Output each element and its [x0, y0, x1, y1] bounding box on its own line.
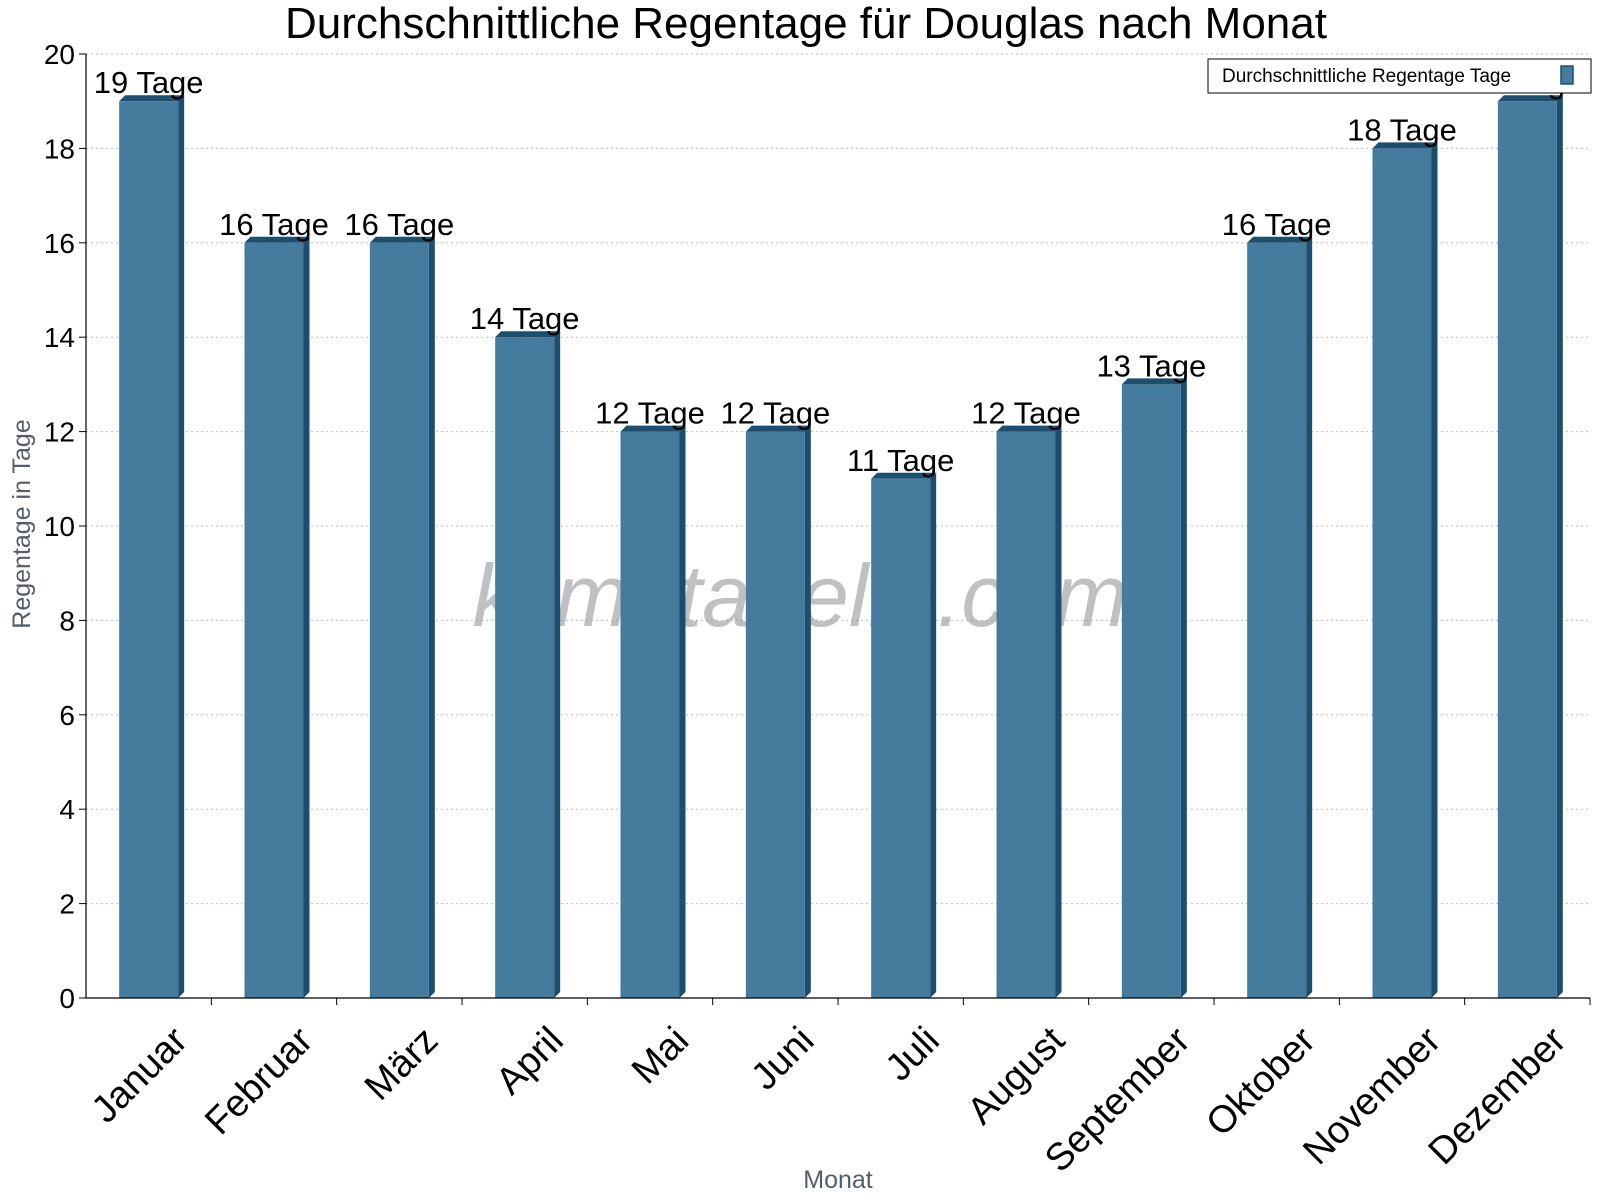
bar-top [1247, 236, 1313, 243]
bar-top [871, 472, 937, 479]
bar-top [620, 425, 686, 432]
bar-side [679, 425, 686, 999]
y-tick-label: 14 [44, 322, 75, 353]
x-tick-label: Dezember [1421, 1019, 1575, 1173]
data-label: 12 Tage [595, 396, 705, 431]
bar-face [244, 242, 304, 999]
category-labels: Januar Februar März April Mai Juni Juli AugustS… [84, 1019, 1575, 1180]
grid-lines [86, 53, 1590, 905]
bar-side [804, 425, 811, 999]
data-label: 16 Tage [219, 207, 329, 242]
bar-top [996, 425, 1062, 432]
chart-title: Durchschnittliche Regentage für Douglas … [285, 0, 1327, 48]
bar-top [119, 95, 185, 102]
bar-side [1556, 95, 1563, 998]
bar-4 [495, 331, 561, 998]
bar-5 [620, 425, 686, 999]
x-tick-label: April [488, 1019, 571, 1102]
bar-2 [244, 236, 310, 999]
bar-9 [1121, 378, 1187, 998]
bar-6 [745, 425, 811, 999]
y-tick-label: 12 [44, 417, 75, 448]
legend-swatch [1560, 65, 1574, 85]
bar-side [178, 95, 185, 998]
data-label: 13 Tage [1096, 348, 1206, 383]
bar-side [1306, 236, 1313, 999]
x-tick-label: März [357, 1019, 446, 1108]
y-tick-label: 10 [44, 511, 75, 542]
bar-side [303, 236, 310, 999]
bar-face [871, 478, 931, 998]
y-tick-label: 6 [59, 700, 75, 731]
bar-7 [871, 472, 937, 998]
y-tick-label: 4 [59, 794, 75, 825]
bar-8 [996, 425, 1062, 999]
y-tick-label: 16 [44, 228, 75, 259]
x-tick-label: Januar [84, 1019, 196, 1131]
bars [119, 95, 1563, 999]
x-tick-label: Oktober [1198, 1019, 1324, 1145]
data-label: 12 Tage [720, 396, 830, 431]
bar-face [369, 242, 429, 999]
bar-top [244, 236, 310, 243]
bar-side [428, 236, 435, 999]
bar-side [1055, 425, 1062, 999]
bar-face [996, 431, 1056, 999]
x-tick-label: Februar [197, 1019, 321, 1143]
bar-top [1372, 142, 1438, 149]
data-label: 12 Tage [971, 396, 1081, 431]
tick-labels: 0 2 4 6 8 10 12 14 16 18 20 [44, 39, 75, 1014]
data-label: 19 Tage [94, 65, 204, 100]
bar-12 [1497, 95, 1563, 998]
legend-box [1207, 58, 1592, 94]
y-tick-label: 18 [44, 133, 75, 164]
data-label: 11 Tage [847, 443, 954, 478]
data-label: 14 Tage [470, 301, 580, 336]
x-tick-label: August [960, 1019, 1074, 1133]
bar-top [1497, 95, 1563, 102]
y-tick-label: 20 [44, 39, 75, 70]
bar-face [620, 431, 680, 999]
x-tick-label: Juli [878, 1019, 948, 1089]
data-label: 16 Tage [1222, 207, 1332, 242]
bar-face [119, 101, 179, 998]
bar-10 [1247, 236, 1313, 999]
data-label: 16 Tage [344, 207, 454, 242]
bar-11 [1372, 142, 1438, 998]
bar-side [554, 331, 561, 998]
bar-face [1121, 384, 1181, 998]
bar-side [1431, 142, 1438, 998]
bar-3 [369, 236, 435, 999]
bar-top [495, 331, 561, 338]
y-tick-label: 8 [59, 605, 75, 636]
bar-face [495, 337, 555, 998]
bar-side [930, 472, 937, 998]
x-tick-label: Mai [624, 1019, 697, 1092]
y-tick-label: 2 [59, 889, 75, 920]
legend: Durchschnittliche Regentage Tage [1207, 58, 1592, 94]
data-labels: 19 Tage 16 Tage 16 Tage 14 Tage 12 Tage 12 Ta… [94, 65, 1582, 478]
legend-label: Durchschnittliche Regentage Tage [1222, 66, 1511, 87]
x-axis-title: Monat [803, 1166, 873, 1194]
y-axis-title: Regentage in Tage [8, 419, 36, 628]
bar-side [1180, 378, 1187, 998]
bar-face [1497, 101, 1557, 998]
data-label: 18 Tage [1347, 112, 1457, 147]
bar-face [745, 431, 805, 999]
axes [79, 53, 1591, 1005]
bar-top [1121, 378, 1187, 385]
y-tick-label: 0 [59, 983, 75, 1014]
bar-top [745, 425, 811, 432]
bar-face [1247, 242, 1307, 999]
x-tick-label: Juni [743, 1019, 822, 1098]
bar-top [369, 236, 435, 243]
bar-1 [119, 95, 185, 998]
bar-face [1372, 148, 1432, 998]
